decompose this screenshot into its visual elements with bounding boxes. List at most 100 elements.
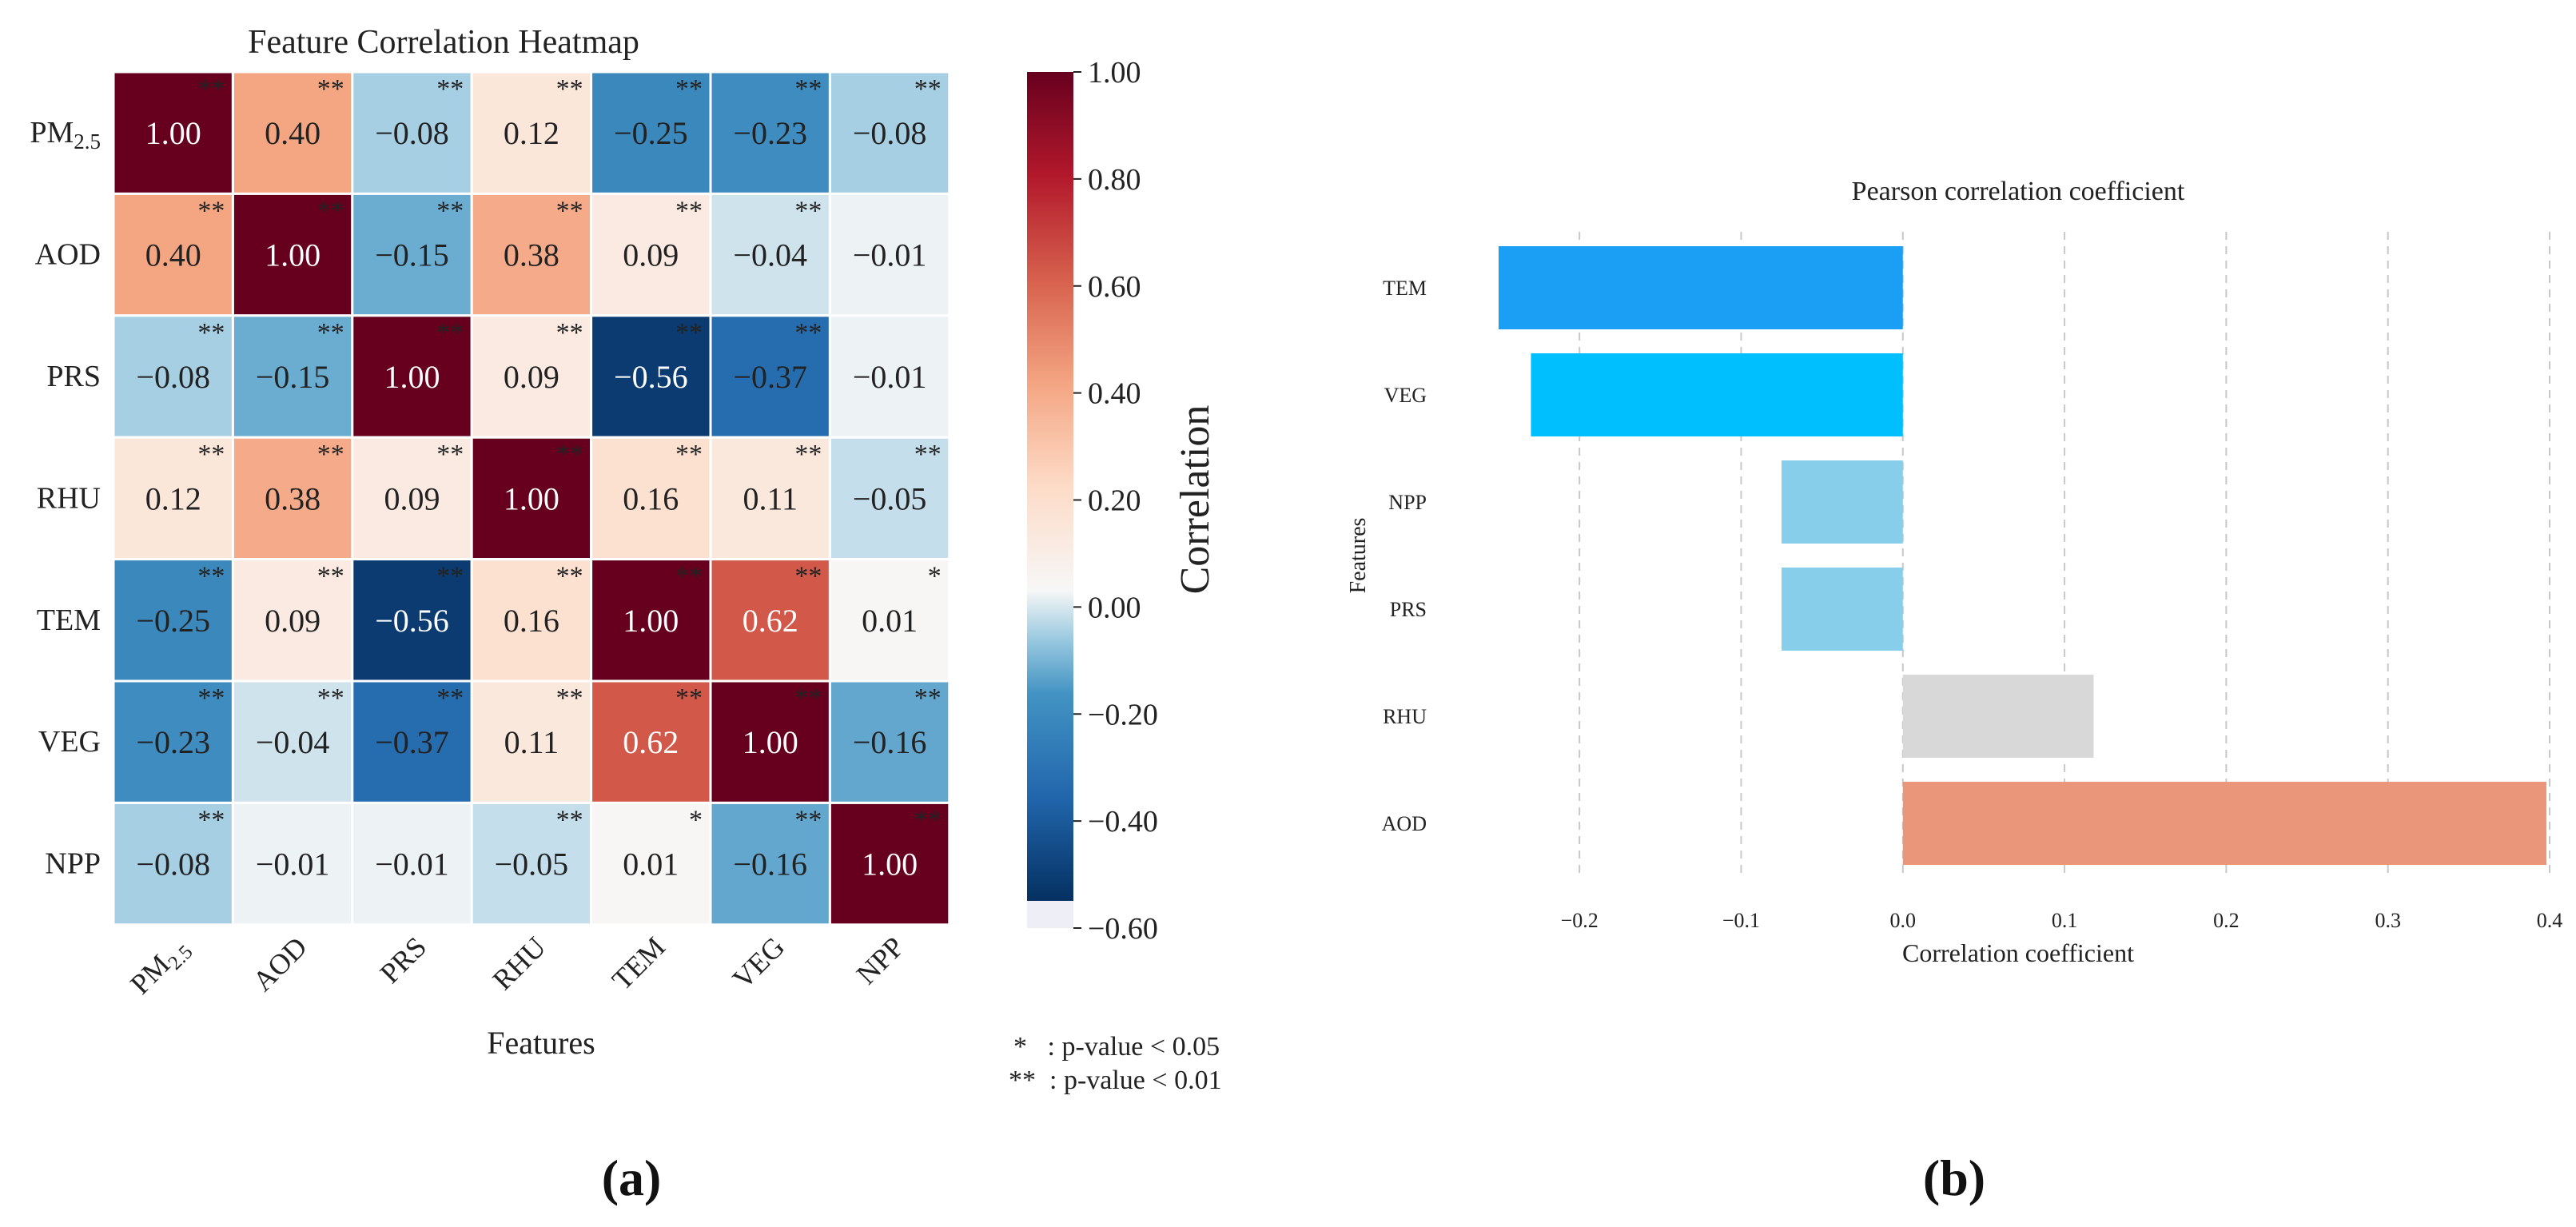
heatmap-significance-marker: **	[794, 805, 822, 835]
heatmap-col-labels: PM2.5 AOD PRS RHU TEM VEG NPP	[124, 930, 910, 1000]
heatmap-cell	[590, 192, 712, 317]
heatmap-value: 0.12	[145, 480, 201, 516]
bar	[1782, 568, 1903, 651]
heatmap-cell	[231, 70, 354, 195]
heatmap-value: −0.37	[375, 724, 449, 760]
heatmap-value: −0.01	[375, 847, 449, 882]
bar-gridlines	[1579, 232, 2550, 875]
bar-category-label: TEM	[1383, 277, 1427, 300]
heatmap-significance-marker: **	[197, 196, 225, 225]
heatmap-value: −0.05	[853, 480, 927, 516]
heatmap-value: −0.56	[614, 359, 688, 395]
bar-x-tick-label: −0.2	[1561, 909, 1599, 932]
bar-x-tick-label: 0.1	[2052, 909, 2078, 932]
heatmap-significance-marker: **	[197, 440, 225, 469]
heatmap-value: 0.09	[623, 237, 679, 273]
colorbar-tick-label: 0.60	[1088, 270, 1141, 304]
heatmap-value: 0.11	[743, 480, 798, 516]
bar-xlabel: Correlation coefficient	[1902, 938, 2134, 967]
heatmap-row-label: VEG	[38, 725, 101, 759]
bar	[1499, 246, 1903, 329]
heatmap-value: 1.00	[743, 724, 798, 760]
heatmap-value: 1.00	[384, 359, 440, 395]
heatmap-value: −0.25	[136, 603, 210, 639]
heatmap-value: 0.16	[623, 480, 679, 516]
heatmap-cell	[351, 192, 473, 317]
bar-category-label: NPP	[1388, 491, 1427, 514]
heatmap-cell	[709, 70, 831, 195]
colorbar-tick-label: 0.20	[1088, 484, 1141, 518]
bar-panel: Pearson correlation coefficient TEM VEG NP…	[1346, 177, 2562, 967]
heatmap-cell	[112, 679, 234, 804]
heatmap-value: −0.15	[375, 237, 449, 273]
heatmap-values: 1.00 0.40 −0.08 0.12 −0.25 −0.23 −0.08 0.40 1.00…	[136, 115, 926, 882]
heatmap-row-labels: PM2.5 AOD PRS RHU TEM VEG NPP	[30, 116, 101, 880]
heatmap-significance-marker: **	[197, 683, 225, 713]
bar-category-labels: TEM VEG NPP PRS RHU AOD	[1382, 277, 1427, 835]
heatmap-panel: Feature Correlation Heatmap 1.00 0.40 −0.0…	[30, 24, 1221, 1095]
heatmap-significance: ** ** ** ** ** ** ** ** ** ** ** ** ** ** ** ** ** ** ** **…	[197, 74, 941, 835]
bar-x-tick-label: 0.0	[1890, 909, 1917, 932]
heatmap-cell	[351, 314, 473, 439]
heatmap-value: −0.56	[375, 603, 449, 639]
heatmap-significance-marker: **	[675, 74, 703, 104]
heatmap-significance-marker: **	[317, 562, 344, 592]
heatmap-value: 0.09	[504, 359, 559, 395]
heatmap-value: 0.62	[623, 724, 679, 760]
heatmap-significance-marker: **	[675, 562, 703, 592]
bar-x-ticks: −0.2 −0.1 0.0 0.1 0.2 0.3 0.4	[1561, 909, 2563, 932]
heatmap-significance-marker: **	[794, 683, 822, 713]
heatmap-significance-marker: **	[197, 805, 225, 835]
heatmap-significance-marker: **	[675, 440, 703, 469]
colorbar-tick-label: 0.00	[1088, 591, 1141, 624]
heatmap-value: 0.38	[265, 480, 321, 516]
heatmap-cell	[709, 436, 831, 561]
heatmap-value: −0.37	[733, 359, 807, 395]
heatmap-significance-marker: **	[556, 562, 583, 592]
heatmap-row-label: AOD	[35, 238, 101, 272]
heatmap-value: 0.40	[145, 237, 201, 273]
heatmap-col-label: VEG	[727, 930, 791, 995]
heatmap-value: −0.01	[853, 237, 927, 273]
bar-ylabel: Features	[1346, 518, 1371, 594]
heatmap-cell	[112, 70, 234, 195]
bar-x-tick-label: 0.3	[2375, 909, 2401, 932]
heatmap-significance-marker: **	[436, 683, 464, 713]
heatmap-cell	[351, 70, 473, 195]
heatmap-value: −0.08	[136, 359, 210, 395]
heatmap-significance-marker: **	[794, 318, 822, 348]
heatmap-cell	[828, 436, 951, 561]
heatmap-significance-marker: **	[675, 318, 703, 348]
heatmap-row-label: NPP	[45, 847, 101, 881]
heatmap-significance-marker: **	[556, 318, 583, 348]
heatmap-cell	[828, 314, 951, 439]
heatmap-significance-marker: **	[675, 683, 703, 713]
heatmap-value: 0.12	[504, 115, 559, 151]
heatmap-significance-marker: **	[556, 440, 583, 469]
heatmap-value: 1.00	[145, 115, 201, 151]
heatmap-row-label: RHU	[37, 481, 101, 515]
panel-b-label: (b)	[1923, 1149, 1985, 1206]
heatmap-value: −0.08	[853, 115, 927, 151]
colorbar-tick-label: 1.00	[1088, 56, 1141, 90]
heatmap-cell	[112, 436, 234, 561]
heatmap-significance-marker: **	[436, 440, 464, 469]
bar-title: Pearson correlation coefficient	[1852, 177, 2185, 206]
heatmap-significance-marker: **	[914, 683, 942, 713]
heatmap-significance-marker: **	[794, 74, 822, 104]
heatmap-value: −0.04	[733, 237, 807, 273]
bar-x-tick-label: −0.1	[1722, 909, 1760, 932]
heatmap-value: 0.09	[384, 480, 440, 516]
heatmap-cell	[231, 436, 354, 561]
heatmap-significance-marker: **	[317, 196, 344, 225]
heatmap-value: 1.00	[862, 847, 918, 882]
colorbar-tick-label: 0.40	[1088, 377, 1141, 411]
heatmap-cell	[112, 192, 234, 317]
heatmap-cell	[470, 801, 593, 926]
bar-category-label: RHU	[1383, 705, 1427, 728]
heatmap-significance-marker: **	[436, 562, 464, 592]
heatmap-value: 0.01	[862, 603, 918, 639]
heatmap-cell	[590, 679, 712, 804]
panel-a-label: (a)	[602, 1149, 662, 1206]
heatmap-significance-marker: **	[794, 196, 822, 225]
